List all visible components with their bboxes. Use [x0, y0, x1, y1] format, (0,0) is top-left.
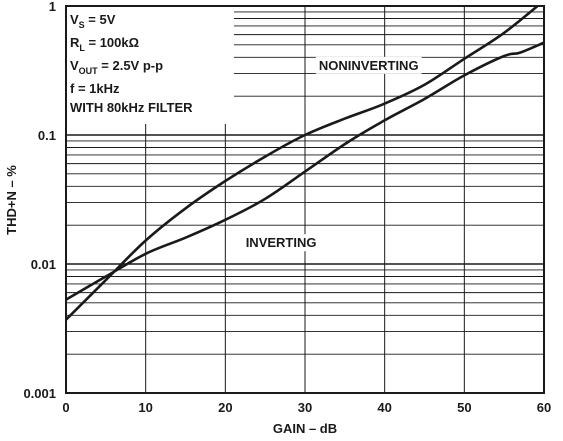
label-noninverting: NONINVERTING — [319, 58, 419, 73]
condition-frequency: f = 1kHz — [70, 81, 120, 96]
plot-frame — [65, 5, 545, 394]
annotation-background — [315, 56, 422, 74]
x-tick-label: 10 — [138, 400, 152, 415]
series-lines — [66, 6, 544, 321]
condition-output: VOUT = 2.5V p-p — [70, 58, 163, 76]
x-tick-label: 0 — [62, 400, 69, 415]
grid-lines — [66, 6, 544, 393]
x-tick-label: 40 — [377, 400, 391, 415]
series-line-inverting — [66, 41, 544, 301]
y-tick-label: 0.01 — [31, 257, 56, 272]
x-tick-label: 50 — [457, 400, 471, 415]
y-tick-label: 1 — [49, 0, 56, 14]
y-tick-label: 0.1 — [38, 128, 56, 143]
y-tick-label: 0.001 — [23, 386, 56, 401]
y-axis-title: THD+N – % — [4, 165, 19, 235]
condition-filter: WITH 80kHz FILTER — [70, 100, 193, 115]
label-inverting: INVERTING — [246, 235, 317, 250]
x-tick-label: 20 — [218, 400, 232, 415]
x-tick-label: 60 — [537, 400, 551, 415]
conditions-box — [64, 6, 234, 124]
condition-supply: VS = 5V — [70, 12, 116, 30]
tick-labels: 0 10 20 30 40 50 60 0.001 0.01 0.1 1 — [23, 0, 551, 415]
test-conditions: VS = 5V RL = 100kΩ VOUT = 2.5V p-p f = 1… — [70, 12, 193, 115]
annotation-background — [242, 234, 320, 252]
x-tick-label: 30 — [298, 400, 312, 415]
x-axis-title: GAIN – dB — [273, 421, 337, 436]
condition-load: RL = 100kΩ — [70, 35, 139, 53]
series-line-noninverting — [66, 6, 540, 321]
